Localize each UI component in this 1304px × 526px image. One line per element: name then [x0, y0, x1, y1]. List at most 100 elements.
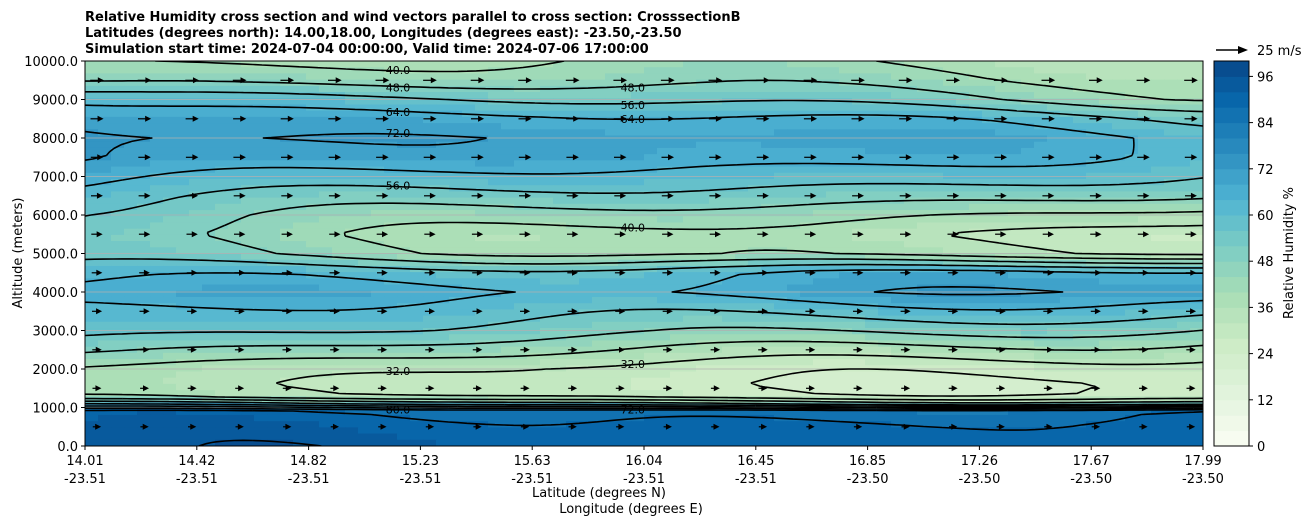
humidity-cell — [488, 110, 502, 118]
humidity-cell — [1177, 272, 1191, 279]
humidity-cell — [930, 265, 944, 273]
humidity-cell — [1125, 123, 1139, 130]
humidity-cell — [410, 98, 424, 106]
humidity-cell — [735, 241, 749, 248]
humidity-cell — [982, 303, 996, 310]
humidity-cell — [618, 247, 632, 255]
humidity-cell — [969, 414, 983, 422]
humidity-cell — [826, 104, 840, 112]
humidity-cell — [865, 290, 879, 298]
humidity-cell — [917, 166, 931, 174]
humidity-cell — [761, 135, 775, 143]
humidity-cell — [1034, 390, 1048, 397]
humidity-cell — [150, 154, 164, 161]
humidity-cell — [1138, 79, 1152, 87]
humidity-cell — [215, 61, 229, 68]
humidity-cell — [852, 79, 866, 87]
humidity-cell — [1112, 247, 1126, 255]
humidity-cell — [1138, 241, 1152, 248]
humidity-cell — [449, 383, 463, 391]
humidity-cell — [358, 222, 372, 230]
humidity-cell — [527, 265, 541, 273]
humidity-cell — [501, 346, 515, 354]
humidity-cell — [566, 377, 580, 385]
humidity-cell — [605, 203, 619, 211]
humidity-cell — [163, 414, 177, 422]
humidity-cell — [540, 352, 554, 360]
humidity-cell — [1112, 123, 1126, 130]
humidity-cell — [722, 61, 736, 68]
humidity-cell — [839, 197, 853, 205]
humidity-cell — [995, 216, 1009, 224]
humidity-cell — [969, 408, 983, 416]
humidity-cell — [878, 290, 892, 298]
humidity-cell — [228, 222, 242, 230]
humidity-cell — [176, 259, 190, 267]
humidity-cell — [683, 241, 697, 248]
humidity-cell — [566, 67, 580, 75]
humidity-cell — [267, 216, 281, 224]
humidity-cell — [384, 377, 398, 385]
humidity-cell — [839, 234, 853, 242]
humidity-cell — [436, 377, 450, 385]
humidity-cell — [527, 123, 541, 130]
humidity-cell — [1164, 346, 1178, 354]
humidity-cell — [1151, 79, 1165, 87]
humidity-cell — [995, 334, 1009, 342]
humidity-cell — [514, 185, 528, 192]
humidity-cell — [1164, 129, 1178, 137]
humidity-cell — [709, 259, 723, 267]
humidity-cell — [956, 315, 970, 323]
humidity-cell — [774, 61, 788, 68]
humidity-cell — [917, 154, 931, 161]
humidity-cell — [1190, 371, 1203, 379]
humidity-cell — [293, 135, 307, 143]
humidity-cell — [241, 166, 255, 174]
humidity-cell — [85, 253, 99, 261]
humidity-cell — [605, 73, 619, 81]
humidity-cell — [566, 315, 580, 323]
humidity-cell — [358, 185, 372, 192]
humidity-cell — [137, 408, 151, 416]
humidity-cell — [605, 166, 619, 174]
humidity-cell — [683, 154, 697, 161]
humidity-cell — [1151, 234, 1165, 242]
humidity-cell — [774, 67, 788, 75]
humidity-cell — [1099, 265, 1113, 273]
humidity-cell — [813, 123, 827, 130]
humidity-cell — [475, 328, 489, 335]
humidity-cell — [982, 166, 996, 174]
humidity-cell — [410, 241, 424, 248]
humidity-cell — [410, 185, 424, 192]
humidity-cell — [1060, 185, 1074, 192]
humidity-cell — [1138, 210, 1152, 217]
humidity-cell — [618, 377, 632, 385]
humidity-cell — [540, 241, 554, 248]
humidity-cell — [1164, 160, 1178, 168]
humidity-cell — [124, 371, 138, 379]
humidity-cell — [254, 92, 268, 99]
humidity-cell — [501, 309, 515, 317]
humidity-cell — [1086, 315, 1100, 323]
humidity-cell — [475, 104, 489, 112]
humidity-cell — [1112, 129, 1126, 137]
humidity-cell — [618, 284, 632, 292]
humidity-cell — [722, 284, 736, 292]
humidity-cell — [1008, 104, 1022, 112]
humidity-cell — [436, 203, 450, 211]
humidity-cell — [1125, 98, 1139, 106]
humidity-cell — [111, 371, 125, 379]
humidity-cell — [891, 166, 905, 174]
humidity-cell — [475, 377, 489, 385]
humidity-cell — [605, 340, 619, 348]
humidity-cell — [384, 129, 398, 137]
humidity-cell — [488, 247, 502, 255]
humidity-cell — [202, 346, 216, 354]
humidity-cell — [345, 359, 359, 366]
humidity-cell — [722, 191, 736, 199]
humidity-cell — [956, 408, 970, 416]
humidity-cell — [98, 222, 112, 230]
humidity-cell — [540, 234, 554, 242]
humidity-cell — [1034, 203, 1048, 211]
humidity-cell — [423, 116, 437, 124]
